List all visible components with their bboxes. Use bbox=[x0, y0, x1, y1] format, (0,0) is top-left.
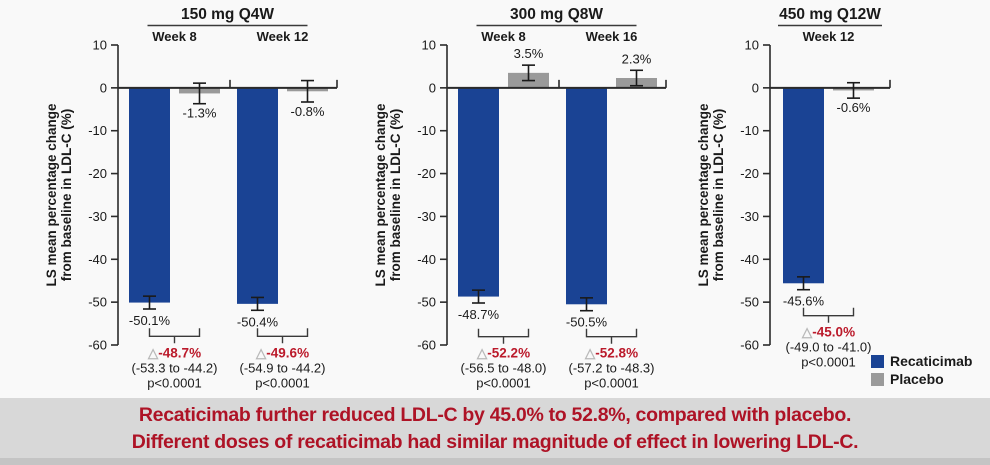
y-tick-label: -50 bbox=[417, 295, 436, 310]
chart-area: 150 mg Q4W 10 0 -10 -20 -30 -40 -50 -60 LS mean p… bbox=[44, 6, 972, 391]
week-label: Week 16 bbox=[586, 29, 638, 44]
recaticimab-bar bbox=[237, 87, 278, 304]
y-axis-title-line2: from baseline in LDL-C (%) bbox=[711, 109, 726, 282]
p-value-label: p<0.0001 bbox=[255, 375, 310, 390]
y-tick-label: 10 bbox=[93, 38, 107, 53]
recaticimab-value-label: -50.4% bbox=[237, 314, 279, 329]
y-tick-label: -60 bbox=[740, 338, 759, 353]
recaticimab-bar bbox=[566, 87, 607, 305]
p-value-label: p<0.0001 bbox=[801, 355, 856, 370]
recaticimab-value-label: -48.7% bbox=[458, 307, 500, 322]
placebo-value-label: -0.8% bbox=[291, 104, 325, 119]
y-axis-title-line1: LS mean percentage change bbox=[44, 103, 59, 287]
y-axis-title-line2: from baseline in LDL-C (%) bbox=[388, 109, 403, 282]
difference-label: △-48.7% bbox=[147, 345, 201, 360]
y-tick-label: -10 bbox=[740, 123, 759, 138]
summary-line-1: Recaticimab further reduced LDL-C by 45.… bbox=[138, 403, 852, 426]
comparison-bracket bbox=[802, 307, 855, 323]
week-label: Week 8 bbox=[481, 29, 526, 44]
y-tick-label: -60 bbox=[417, 338, 436, 353]
y-tick-label: 0 bbox=[752, 80, 759, 95]
y-tick-label: -40 bbox=[740, 252, 759, 267]
legend-item-recaticimab: Recaticimab bbox=[871, 354, 972, 368]
recaticimab-bar bbox=[129, 87, 170, 303]
recaticimab-value-label: -45.6% bbox=[783, 294, 825, 309]
y-tick-label: -40 bbox=[88, 252, 107, 267]
chart-panel-450mg-q12w: 450 mg Q12W 10 0 -10 -20 -30 -40 -50 -60 LS mean … bbox=[696, 6, 891, 370]
confidence-interval-label: (-49.0 to -41.0) bbox=[786, 340, 872, 355]
confidence-interval-label: (-56.5 to -48.0) bbox=[461, 361, 547, 376]
bottom-strip bbox=[0, 458, 990, 465]
week-label: Week 12 bbox=[803, 29, 855, 44]
panel-title: 150 mg Q4W bbox=[181, 6, 274, 23]
y-tick-label: -50 bbox=[740, 295, 759, 310]
placebo-swatch-icon bbox=[871, 372, 884, 386]
p-value-label: p<0.0001 bbox=[584, 376, 639, 391]
legend-label-placebo: Placebo bbox=[890, 371, 944, 387]
p-value-label: p<0.0001 bbox=[476, 376, 531, 391]
placebo-value-label: 2.3% bbox=[622, 51, 652, 66]
legend-item-placebo: Placebo bbox=[871, 372, 972, 386]
y-tick-label: 0 bbox=[100, 80, 107, 95]
y-axis-title-line2: from baseline in LDL-C (%) bbox=[59, 109, 74, 282]
placebo-value-label: -0.6% bbox=[837, 100, 871, 115]
y-tick-label: -30 bbox=[417, 209, 436, 224]
y-tick-label: -60 bbox=[88, 338, 107, 353]
recaticimab-value-label: -50.5% bbox=[566, 315, 608, 330]
placebo-value-label: -1.3% bbox=[183, 106, 217, 121]
recaticimab-bar bbox=[783, 87, 824, 284]
confidence-interval-label: (-54.9 to -44.2) bbox=[240, 360, 326, 375]
week-label: Week 12 bbox=[257, 29, 309, 44]
y-tick-label: -10 bbox=[88, 123, 107, 138]
legend: Recaticimab Placebo bbox=[871, 354, 972, 386]
recaticimab-bar bbox=[458, 87, 499, 297]
difference-label: △-45.0% bbox=[801, 325, 855, 340]
p-value-label: p<0.0001 bbox=[147, 375, 202, 390]
summary-line-2: Different doses of recaticimab had simil… bbox=[131, 430, 859, 453]
y-axis-title-line1: LS mean percentage change bbox=[373, 103, 388, 287]
chart-panel-150mg-q4w: 150 mg Q4W 10 0 -10 -20 -30 -40 -50 -60 LS mean p… bbox=[44, 6, 338, 390]
recaticimab-swatch-icon bbox=[871, 354, 884, 368]
legend-label-recaticimab: Recaticimab bbox=[890, 353, 973, 369]
y-tick-label: -20 bbox=[88, 166, 107, 181]
placebo-value-label: 3.5% bbox=[514, 46, 544, 61]
confidence-interval-label: (-57.2 to -48.3) bbox=[569, 361, 655, 376]
comparison-bracket bbox=[585, 328, 638, 344]
y-tick-label: -20 bbox=[740, 166, 759, 181]
confidence-interval-label: (-53.3 to -44.2) bbox=[132, 360, 218, 375]
y-tick-label: -20 bbox=[417, 166, 436, 181]
y-axis-title-line1: LS mean percentage change bbox=[696, 103, 711, 287]
week-label: Week 8 bbox=[152, 29, 197, 44]
y-tick-label: 10 bbox=[745, 38, 759, 53]
recaticimab-value-label: -50.1% bbox=[129, 313, 171, 328]
y-tick-label: 0 bbox=[429, 80, 436, 95]
difference-label: △-52.8% bbox=[584, 346, 638, 361]
comparison-bracket bbox=[477, 328, 530, 344]
y-tick-label: 10 bbox=[422, 38, 436, 53]
panel-title: 450 mg Q12W bbox=[779, 6, 881, 23]
difference-label: △-49.6% bbox=[255, 345, 309, 360]
difference-label: △-52.2% bbox=[476, 346, 530, 361]
summary-banner: Recaticimab further reduced LDL-C by 45.… bbox=[0, 398, 990, 458]
y-tick-label: -10 bbox=[417, 123, 436, 138]
chart-panel-300mg-q8w: 300 mg Q8W 10 0 -10 -20 -30 -40 -50 -60 LS mean p… bbox=[373, 6, 667, 391]
y-tick-label: -30 bbox=[740, 209, 759, 224]
y-tick-label: -40 bbox=[417, 252, 436, 267]
y-tick-label: -50 bbox=[88, 295, 107, 310]
panel-title: 300 mg Q8W bbox=[510, 6, 603, 23]
comparison-bracket bbox=[256, 328, 309, 344]
comparison-bracket bbox=[148, 328, 201, 344]
y-tick-label: -30 bbox=[88, 209, 107, 224]
